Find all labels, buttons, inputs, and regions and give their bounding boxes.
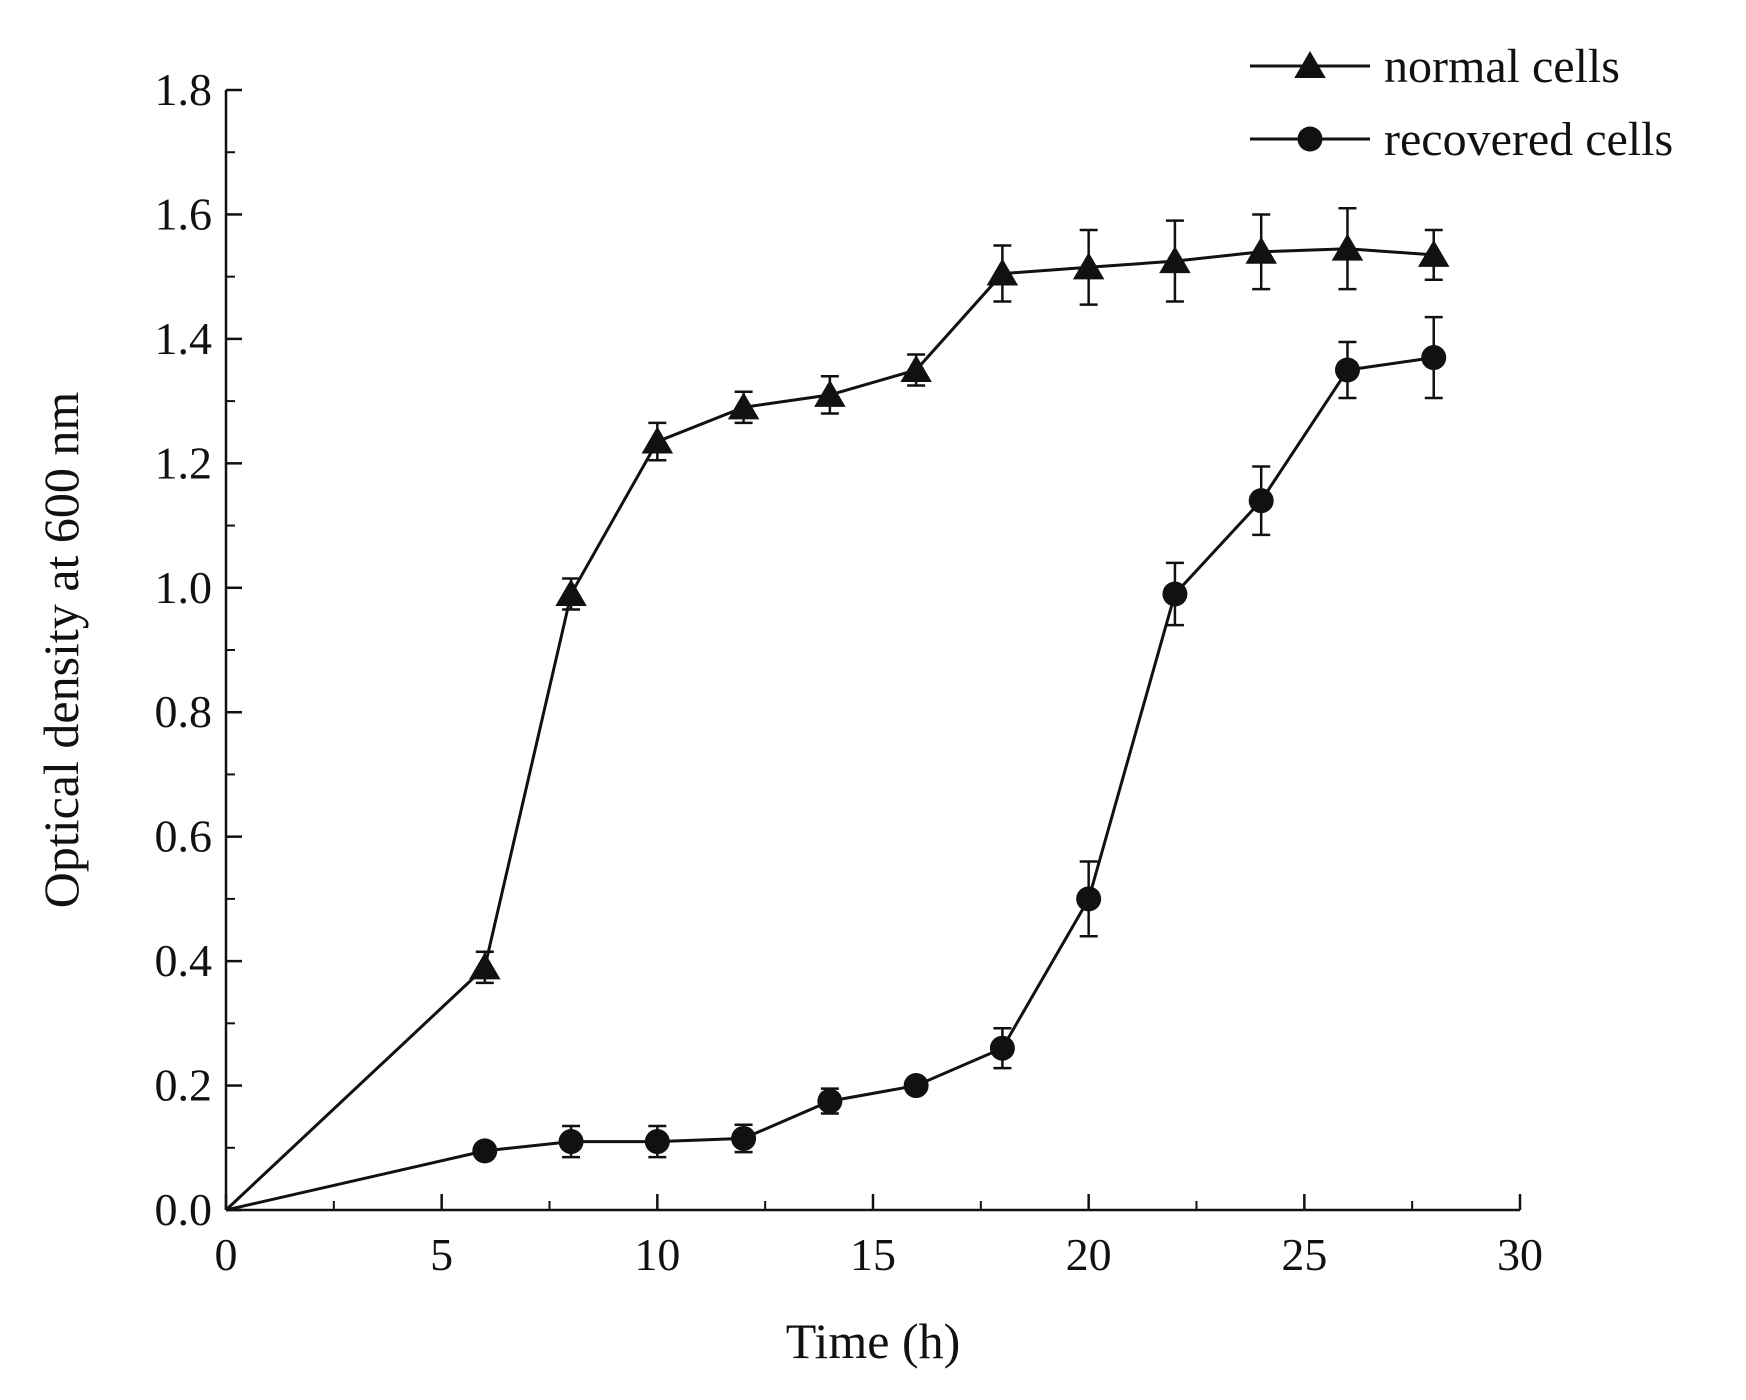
data-point — [644, 1129, 670, 1155]
x-tick-label: 25 — [1281, 1229, 1327, 1280]
x-tick-label: 20 — [1066, 1229, 1112, 1280]
data-point — [900, 355, 932, 382]
x-tick-label: 0 — [215, 1229, 238, 1280]
data-point — [1334, 357, 1360, 383]
y-tick-label: 1.2 — [155, 437, 213, 488]
x-tick-label: 30 — [1497, 1229, 1543, 1280]
x-tick-label: 10 — [634, 1229, 680, 1280]
y-tick-label: 1.8 — [155, 64, 213, 115]
data-point — [731, 1125, 757, 1151]
data-point — [1072, 252, 1105, 280]
data-point — [1421, 345, 1447, 371]
series-line — [225, 356, 1434, 1212]
y-tick-label: 0.4 — [155, 935, 213, 986]
y-tick-label: 0.0 — [155, 1184, 213, 1235]
series-recovered-cells — [225, 315, 1447, 1212]
data-point — [558, 1129, 584, 1155]
legend: normal cells recovered cells — [1250, 40, 1673, 166]
data-point — [1159, 246, 1191, 274]
y-tick-label: 0.6 — [155, 811, 213, 862]
data-point — [469, 952, 501, 980]
x-tick-label: 5 — [430, 1229, 453, 1280]
data-point — [903, 1073, 929, 1099]
data-point — [1245, 236, 1277, 264]
y-tick-label: 0.2 — [155, 1060, 213, 1111]
data-point — [472, 1138, 498, 1164]
data-point — [1331, 233, 1364, 261]
legend-label: normal cells — [1384, 40, 1620, 93]
data-point — [1076, 886, 1102, 912]
data-point — [555, 579, 587, 606]
data-point — [1162, 581, 1188, 607]
data-point — [641, 426, 674, 454]
y-tick-label: 1.6 — [155, 188, 213, 239]
axes: 0.0 0.2 0.4 0.6 0.8 1.0 1.2 1.4 1.6 1.8 0 5 10 15 20 25… — [155, 64, 1544, 1280]
data-point — [986, 258, 1019, 286]
data-point — [727, 392, 760, 420]
legend-marker — [1297, 126, 1323, 152]
data-point — [814, 379, 846, 407]
x-axis-title: Time (h) — [786, 1313, 961, 1369]
legend-label: recovered cells — [1384, 113, 1673, 166]
plot-area — [224, 206, 1450, 1212]
y-tick-label: 0.8 — [155, 686, 213, 737]
data-point — [817, 1088, 843, 1114]
data-point — [1248, 488, 1274, 514]
series-normal-cells — [224, 206, 1450, 1212]
y-tick-label: 1.4 — [155, 313, 213, 364]
y-axis-title: Optical density at 600 nm — [33, 392, 89, 909]
x-tick-label: 15 — [850, 1229, 896, 1280]
data-point — [989, 1035, 1015, 1061]
y-tick-label: 1.0 — [155, 562, 213, 613]
data-point — [1417, 239, 1450, 267]
legend-marker — [1294, 51, 1326, 78]
